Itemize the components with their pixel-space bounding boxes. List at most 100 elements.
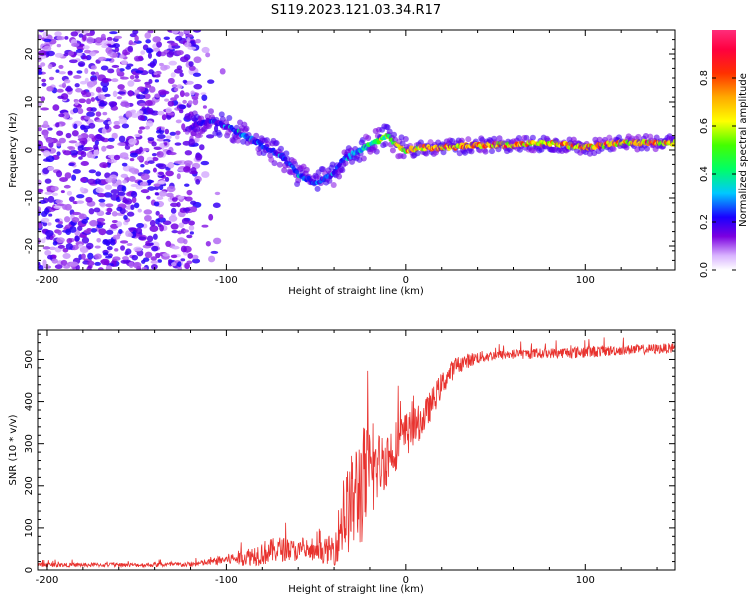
spectrogram-cell xyxy=(93,149,99,157)
spectrogram-cell xyxy=(72,211,81,216)
spectrogram-cell xyxy=(59,177,68,182)
spectrogram-cell xyxy=(85,242,94,250)
spectrogram-cell xyxy=(153,201,160,207)
spectrogram-cell xyxy=(147,160,155,164)
snr-x-ticks: -200 -100 0 100 xyxy=(36,330,658,586)
spectrogram-cell xyxy=(42,45,52,52)
spectrogram-cell xyxy=(75,88,83,93)
spectrogram-cell xyxy=(183,229,189,233)
spectrogram-cell xyxy=(80,115,85,121)
snr-y-tick-label: 500 xyxy=(24,350,35,369)
spectrogram-cell xyxy=(65,87,73,92)
spectrogram-halo xyxy=(360,155,367,162)
spectrogram-cell xyxy=(43,120,49,128)
spectrogram-cell xyxy=(97,193,106,198)
spectrogram-cell xyxy=(137,208,142,213)
spectrogram-cell xyxy=(43,150,51,157)
spectrogram-cell xyxy=(170,207,177,214)
spectrogram-cell xyxy=(46,50,55,57)
spectrogram-cell xyxy=(149,219,156,227)
spectrogram-cell xyxy=(96,217,106,223)
spectrogram-cell xyxy=(118,68,125,72)
spectrogram-cell xyxy=(150,256,157,261)
spectrogram-halo xyxy=(291,160,298,167)
spectrogram-halo xyxy=(216,131,223,138)
spectrogram-halo xyxy=(523,134,530,141)
spectrogram-cell xyxy=(105,240,111,247)
spectrogram-cell xyxy=(38,223,43,229)
spectrogram-cell xyxy=(174,142,182,146)
spectrogram-cell xyxy=(82,125,91,130)
spectrogram-halo xyxy=(339,167,346,174)
spectrogram-cell xyxy=(192,98,199,106)
spectrogram-cell xyxy=(182,99,187,104)
snr-y-tick-label: 200 xyxy=(24,476,35,495)
spectrogram-cell xyxy=(89,219,98,227)
spectrogram-cell xyxy=(66,238,73,244)
spectrogram-cell xyxy=(205,240,211,247)
spectrogram-cell xyxy=(58,221,63,225)
spectrogram-cell xyxy=(174,87,179,92)
spectrogram-halo xyxy=(635,133,642,140)
spectrogram-ridge-point xyxy=(672,138,675,144)
spectrogram-cell xyxy=(84,116,91,120)
spectrogram-x-label: Height of straight line (km) xyxy=(288,286,424,297)
spectrogram-cell xyxy=(86,80,96,88)
spectrogram-cell xyxy=(130,113,139,118)
spectrogram-cell xyxy=(80,30,90,34)
spectrogram-cell xyxy=(77,145,84,152)
spectrogram-cell xyxy=(183,30,191,34)
spectrogram-cell xyxy=(41,78,47,83)
colorbar-tick-label: 0.8 xyxy=(699,70,710,86)
spectrogram-cell xyxy=(58,71,66,75)
spectrogram-cell xyxy=(101,44,108,49)
spectrogram-cell xyxy=(67,50,75,56)
spectrogram-cell xyxy=(154,79,160,83)
spectrogram-cell xyxy=(144,251,153,259)
spectrogram-cell xyxy=(114,248,119,252)
spectrogram-cell xyxy=(106,36,113,42)
spectrogram-cell xyxy=(78,62,84,67)
spectrogram-cell xyxy=(200,160,210,166)
spectrogram-cell xyxy=(154,192,159,196)
spectrogram-cell xyxy=(170,42,179,47)
spectrogram-cell xyxy=(144,100,153,107)
spectrogram-cell xyxy=(95,171,102,177)
spectrogram-cell xyxy=(179,72,184,77)
spectrogram-cell xyxy=(65,132,72,139)
spectrogram-cell xyxy=(78,98,87,104)
spectrogram-halo xyxy=(414,150,421,157)
spectrogram-cell xyxy=(79,246,89,254)
spectrogram-x-tick-label: 0 xyxy=(403,275,409,286)
spectrogram-x-tick-label: -100 xyxy=(215,275,238,286)
spectrogram-cell xyxy=(111,132,118,140)
spectrogram-x-tick-label: 100 xyxy=(576,275,595,286)
spectrogram-cell xyxy=(86,36,95,44)
spectrogram-cell xyxy=(38,206,42,212)
spectrogram-cell xyxy=(62,150,72,156)
spectrogram-cell xyxy=(120,259,130,264)
spectrogram-cell xyxy=(136,223,145,229)
spectrogram-cell xyxy=(202,105,207,109)
spectrogram-y-tick-label: 10 xyxy=(24,96,35,109)
spectrogram-cell xyxy=(175,134,180,140)
spectrogram-cell xyxy=(160,64,168,71)
spectrogram-cell xyxy=(83,49,91,54)
spectrogram-cell xyxy=(153,146,162,150)
spectrogram-halo xyxy=(283,150,290,157)
spectrogram-cell xyxy=(164,176,170,182)
spectrogram-cell xyxy=(104,123,110,130)
chart-title: S119.2023.121.03.34.R17 xyxy=(271,3,441,18)
spectrogram-cell xyxy=(47,254,54,260)
spectrogram-cell xyxy=(77,107,84,115)
spectrogram-cell xyxy=(152,167,157,173)
spectrogram-cell xyxy=(84,77,89,83)
spectrogram-cell xyxy=(78,213,87,220)
spectrogram-cell xyxy=(184,196,193,202)
spectrogram-cell xyxy=(133,246,143,252)
spectrogram-cell xyxy=(54,218,60,223)
spectrogram-cell xyxy=(123,214,128,221)
spectrogram-cell xyxy=(101,145,107,152)
spectrogram-cell xyxy=(90,107,97,112)
spectrogram-cell xyxy=(208,213,214,221)
